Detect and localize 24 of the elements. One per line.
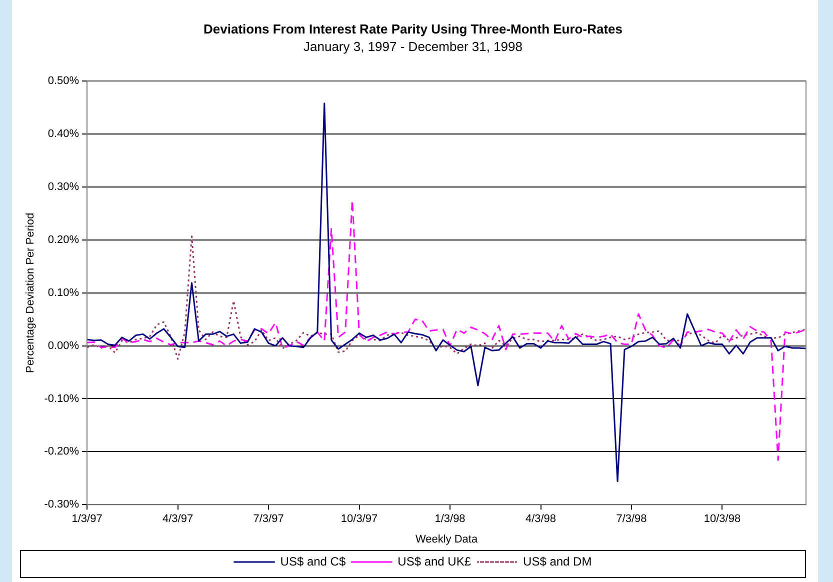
y-tick-label: -0.30% <box>44 498 80 511</box>
legend-label: US$ and DM <box>523 554 592 568</box>
x-tick-label: 10/3/97 <box>340 513 378 526</box>
legend-label: US$ and C$ <box>280 554 346 568</box>
x-tick-label: 4/3/98 <box>525 513 556 526</box>
y-tick-label: 0.30% <box>48 181 80 194</box>
x-axis-title: Weekly Data <box>415 533 478 546</box>
x-tick-label: 4/3/97 <box>162 513 194 526</box>
x-tick-label: 1/3/97 <box>72 513 102 526</box>
chart-subtitle: January 3, 1997 - December 31, 1998 <box>304 38 522 54</box>
y-tick-label: -0.10% <box>44 392 80 405</box>
y-tick-label: -0.20% <box>44 446 80 458</box>
chart-title: Deviations From Interest Rate Parity Using Three-Month Euro-Rates <box>204 21 622 36</box>
x-tick-label: 1/3/98 <box>434 513 466 526</box>
legend-label: US$ and UK£ <box>398 554 472 568</box>
y-axis-title: Percentage Deviation Per Period <box>24 212 37 374</box>
x-tick-label: 10/3/98 <box>704 513 741 526</box>
x-tick-label: 7/3/98 <box>616 513 647 526</box>
y-tick-label: 0.50% <box>48 75 80 88</box>
y-tick-label: 0.00% <box>48 340 80 352</box>
x-tick-label: 7/3/97 <box>253 513 284 526</box>
y-tick-label: 0.10% <box>48 286 80 299</box>
y-tick-label: 0.40% <box>48 128 80 140</box>
y-tick-label: 0.20% <box>48 234 80 246</box>
